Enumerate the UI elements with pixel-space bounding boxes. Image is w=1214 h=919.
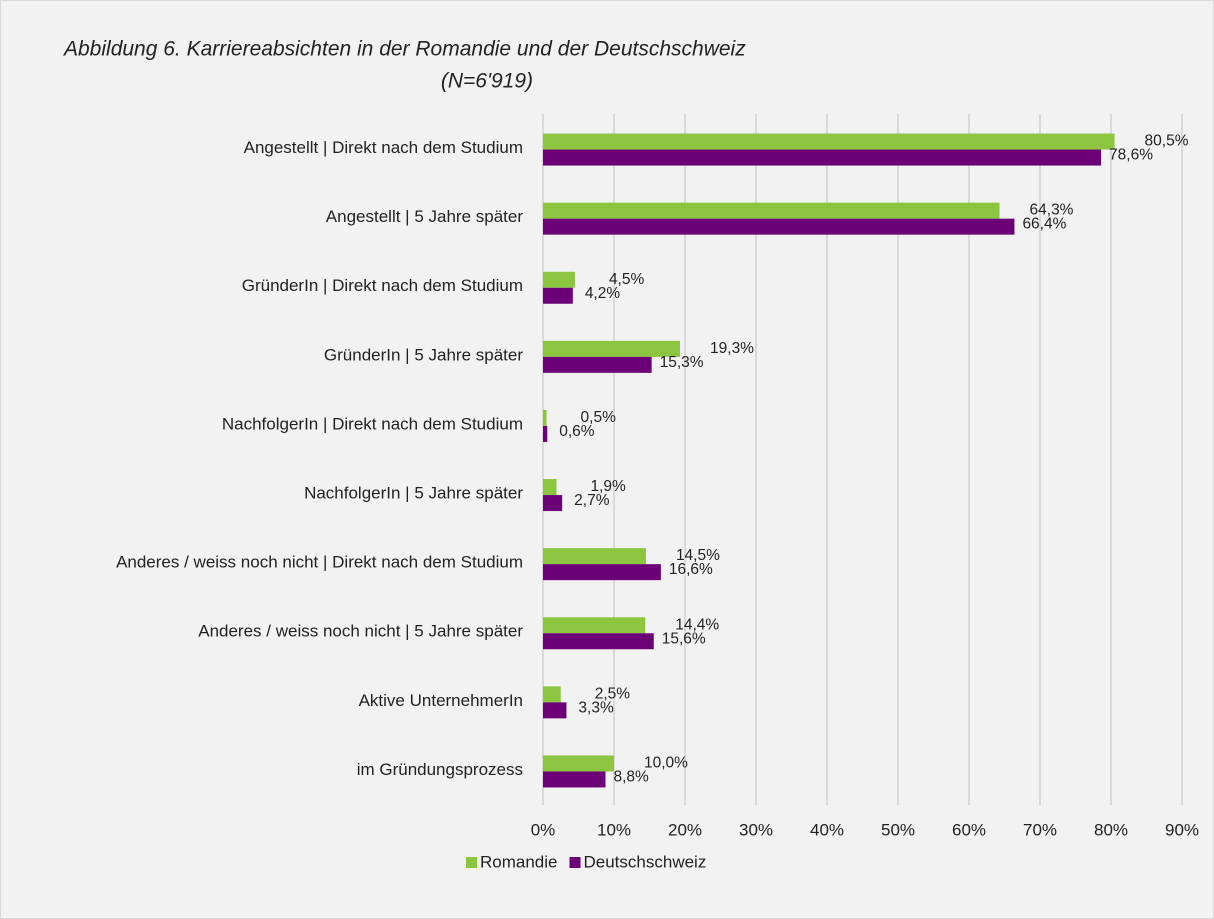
x-tick-label: 90% [1165, 820, 1199, 839]
bar [543, 686, 561, 703]
bar [543, 409, 547, 426]
bar [543, 755, 614, 772]
bar [543, 218, 1015, 235]
bar [543, 202, 1000, 219]
x-tick-label: 30% [739, 820, 773, 839]
x-tick-label: 40% [810, 820, 844, 839]
data-label: 0,6% [559, 423, 595, 440]
data-label: 3,3% [578, 699, 614, 716]
bar [543, 133, 1115, 150]
data-label: 80,5% [1145, 133, 1189, 150]
data-label: 14,5% [676, 547, 720, 564]
bar [543, 356, 652, 373]
x-tick-label: 70% [1023, 820, 1057, 839]
legend-swatch [466, 857, 477, 868]
data-label: 4,5% [609, 271, 645, 288]
y-tick-label: NachfolgerIn | Direkt nach dem Studium [222, 414, 523, 433]
data-label: 14,4% [675, 616, 719, 633]
data-label: 4,2% [585, 285, 621, 302]
x-tick-label: 50% [881, 820, 915, 839]
y-tick-label: GründerIn | 5 Jahre später [324, 345, 523, 364]
y-tick-label: Angestellt | Direkt nach dem Studium [244, 138, 523, 157]
bar [543, 479, 557, 496]
data-label: 15,6% [662, 630, 706, 647]
data-label: 15,3% [660, 354, 704, 371]
legend-swatch [569, 857, 581, 868]
bar [543, 340, 681, 357]
y-tick-label: Angestellt | 5 Jahre später [326, 207, 524, 226]
data-label: 64,3% [1030, 202, 1074, 219]
x-tick-label: 80% [1094, 820, 1128, 839]
bar [543, 425, 548, 442]
bar [543, 771, 606, 788]
data-label: 16,6% [669, 561, 713, 578]
chart-subtitle: (N=6'919) [441, 70, 533, 93]
y-tick-label: Aktive UnternehmerIn [359, 691, 523, 710]
bar [543, 702, 567, 719]
legend-label: Deutschschweiz [584, 852, 707, 871]
y-tick-label: NachfolgerIn | 5 Jahre später [304, 484, 523, 503]
bar [543, 495, 563, 512]
data-label: 2,5% [595, 685, 631, 702]
bar [543, 633, 654, 650]
data-label: 8,8% [613, 769, 649, 786]
bar [543, 564, 661, 581]
data-label: 66,4% [1022, 216, 1066, 233]
data-label: 19,3% [710, 340, 754, 357]
bar [543, 149, 1102, 166]
y-tick-label: Anderes / weiss noch nicht | Direkt nach… [116, 553, 523, 572]
data-label: 2,7% [574, 492, 610, 509]
chart-title: Abbildung 6. Karriereabsichten in der Ro… [62, 38, 746, 61]
y-tick-label: im Gründungsprozess [357, 760, 523, 779]
y-tick-label: Anderes / weiss noch nicht | 5 Jahre spä… [198, 622, 523, 641]
data-label: 1,9% [590, 478, 626, 495]
legend-label: Romandie [480, 852, 558, 871]
bar [543, 271, 575, 288]
bar [543, 617, 646, 634]
x-tick-label: 20% [668, 820, 702, 839]
x-tick-label: 60% [952, 820, 986, 839]
data-label: 78,6% [1109, 147, 1153, 164]
data-label: 10,0% [644, 755, 688, 772]
x-tick-label: 10% [597, 820, 631, 839]
data-label: 0,5% [581, 409, 617, 426]
y-tick-label: GründerIn | Direkt nach dem Studium [242, 276, 523, 295]
bar [543, 548, 646, 565]
x-tick-label: 0% [531, 820, 556, 839]
bar [543, 287, 573, 304]
